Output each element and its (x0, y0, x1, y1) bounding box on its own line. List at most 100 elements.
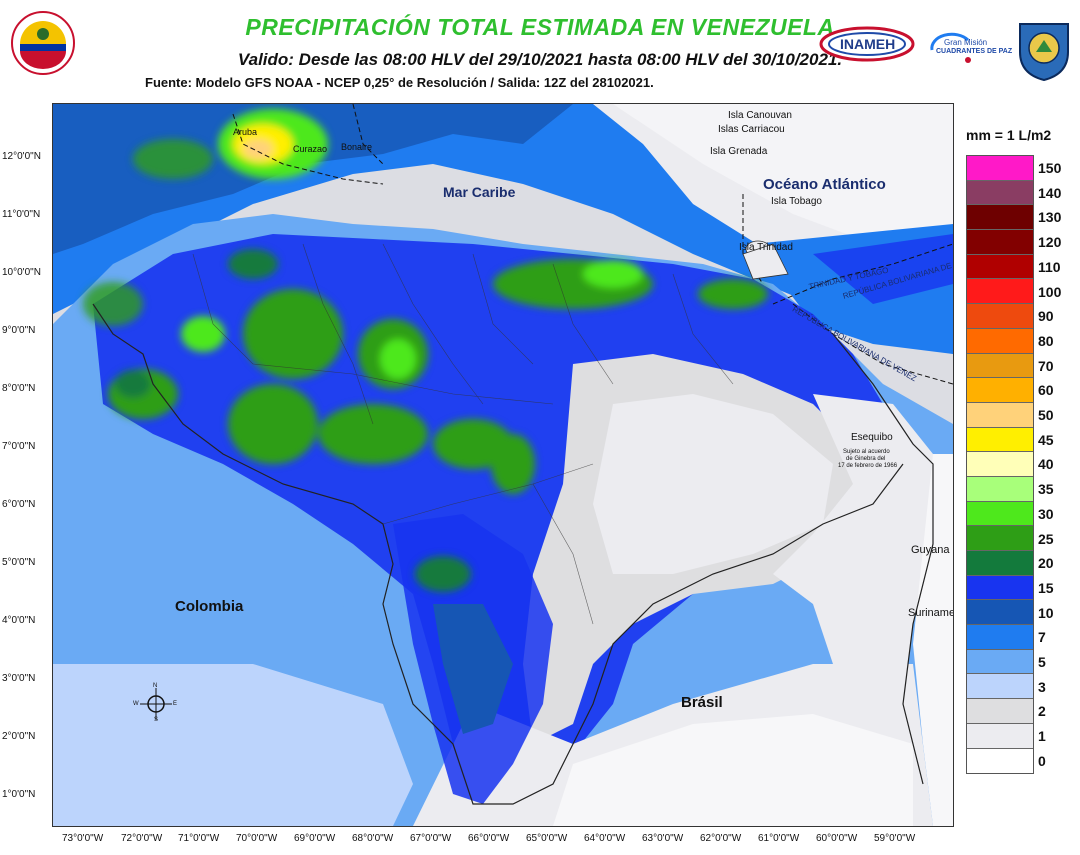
label-esequibo: Esequibo (851, 432, 893, 443)
label-isla-tobago: Isla Tobago (771, 196, 822, 207)
lat-tick: 2°0'0"N (2, 731, 36, 742)
lat-tick: 3°0'0"N (2, 673, 36, 684)
lat-tick: 9°0'0"N (2, 325, 36, 336)
lon-tick: 65°0'0"W (526, 833, 568, 844)
venezuela-emblem-icon (8, 10, 78, 76)
legend-swatch (967, 353, 1033, 379)
legend-value: 2 (1038, 703, 1046, 720)
label-isla-canouvan: Isla Canouvan (728, 110, 792, 121)
legend-swatch (967, 674, 1033, 700)
label-isla-grenada: Isla Grenada (710, 146, 768, 157)
legend-value: 3 (1038, 678, 1046, 695)
legend-value: 40 (1038, 456, 1054, 473)
validity-subtitle: Valido: Desde las 08:00 HLV del 29/10/20… (237, 50, 843, 69)
legend-swatch (967, 575, 1033, 601)
lat-tick: 11°0'0"N (2, 209, 41, 220)
legend-value: 80 (1038, 332, 1054, 349)
label-oceano-atlantico: Océano Atlántico (763, 176, 886, 193)
label-guyana: Guyana (911, 544, 950, 556)
legend-swatch (967, 279, 1033, 305)
legend-value: 0 (1038, 752, 1046, 769)
lat-tick: 1°0'0"N (2, 789, 36, 800)
legend-color-scale (966, 155, 1034, 775)
legend-title: mm = 1 L/m2 (966, 127, 1052, 143)
lon-tick: 71°0'0"W (178, 833, 220, 844)
legend-swatch (967, 254, 1033, 280)
legend-value: 70 (1038, 357, 1054, 374)
mission-line1: Gran Misión (944, 38, 988, 47)
mission-line2: CUADRANTES DE PAZ (936, 48, 1013, 55)
label-brasil: Brásil (681, 694, 723, 711)
legend-swatch (967, 723, 1033, 749)
legend-value: 7 (1038, 629, 1046, 646)
lon-tick: 69°0'0"W (294, 833, 336, 844)
legend-swatch (967, 304, 1033, 329)
legend-value: 25 (1038, 530, 1054, 547)
compass-e: E (173, 701, 178, 707)
lat-tick: 6°0'0"N (2, 499, 36, 510)
legend-swatch (967, 551, 1033, 576)
legend-value: 1 (1038, 728, 1046, 745)
map-canvas (53, 104, 953, 826)
source-line: Fuente: Modelo GFS NOAA - NCEP 0,25° de … (145, 75, 654, 90)
institution-shield-icon (1014, 18, 1074, 82)
lat-tick: 4°0'0"N (2, 615, 36, 626)
legend-value: 130 (1038, 209, 1062, 226)
lon-tick: 64°0'0"W (584, 833, 626, 844)
legend-value: 60 (1038, 382, 1054, 399)
compass-s: S (154, 717, 159, 723)
legend-swatch (967, 427, 1033, 453)
label-aruba: Aruba (233, 127, 258, 137)
legend-swatch (967, 501, 1033, 527)
legend-swatch (967, 205, 1033, 231)
legend-swatch (967, 156, 1033, 181)
legend-swatch (967, 476, 1033, 502)
legend-value: 30 (1038, 505, 1054, 522)
lon-tick: 61°0'0"W (758, 833, 800, 844)
label-esequibo-note3: 17 de febrero de 1966 (838, 463, 898, 469)
legend-value: 150 (1038, 160, 1062, 176)
lon-tick: 62°0'0"W (700, 833, 742, 844)
legend-swatch (967, 748, 1033, 774)
legend-swatch (967, 526, 1033, 551)
label-bonaire: Bonaire (341, 142, 373, 152)
label-islas-carriacou: Islas Carriacou (718, 124, 785, 135)
lon-tick: 67°0'0"W (410, 833, 452, 844)
page-title: PRECIPITACIÓN TOTAL ESTIMADA EN VENEZUEL… (245, 14, 835, 40)
lat-tick: 10°0'0"N (2, 267, 41, 278)
legend-swatch (967, 625, 1033, 650)
legend-value: 110 (1038, 258, 1061, 275)
label-colombia: Colombia (175, 598, 244, 615)
legend-value: 140 (1038, 184, 1062, 201)
compass-n: N (153, 683, 158, 689)
label-esequibo-note1: Sujeto al acuerdo (843, 449, 890, 455)
legend-value: 35 (1038, 481, 1054, 498)
legend-swatch (967, 699, 1033, 724)
legend-value: 15 (1038, 579, 1054, 596)
legend-value: 5 (1038, 654, 1046, 670)
lat-tick: 7°0'0"N (2, 441, 36, 452)
lon-tick: 70°0'0"W (236, 833, 278, 844)
label-mar-caribe: Mar Caribe (443, 184, 516, 200)
lat-tick: 8°0'0"N (2, 383, 36, 394)
mission-logo: Gran Misión CUADRANTES DE PAZ (926, 30, 1013, 70)
inameh-logo: INAMEH (818, 24, 916, 64)
lon-tick: 63°0'0"W (642, 833, 684, 844)
legend-swatch (967, 378, 1033, 403)
legend-swatch (967, 600, 1033, 626)
legend-value: 45 (1038, 431, 1054, 448)
lon-tick: 68°0'0"W (352, 833, 394, 844)
label-isla-trinidad: Isla Trinidad (739, 242, 793, 253)
legend-swatch (967, 328, 1033, 354)
legend-value: 100 (1038, 283, 1062, 300)
lon-tick: 59°0'0"W (874, 833, 916, 844)
inameh-text: INAMEH (840, 36, 896, 52)
legend-value: 50 (1038, 407, 1054, 423)
legend-value: 90 (1038, 308, 1054, 325)
lon-tick: 72°0'0"W (121, 833, 163, 844)
compass-w: W (133, 701, 139, 707)
legend-value: 120 (1038, 234, 1062, 251)
legend-swatch (967, 180, 1033, 206)
legend-swatch (967, 452, 1033, 477)
label-suriname: Suriname (908, 607, 954, 619)
